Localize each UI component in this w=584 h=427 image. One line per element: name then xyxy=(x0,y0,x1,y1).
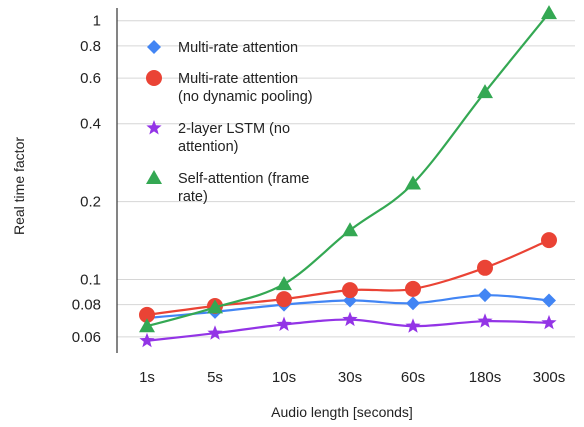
x-tick-label: 30s xyxy=(338,369,362,386)
data-point xyxy=(478,288,492,303)
legend-label: rate) xyxy=(178,189,208,205)
data-point xyxy=(207,299,223,314)
data-point xyxy=(405,280,421,297)
legend-label: Multi-rate attention xyxy=(178,40,298,56)
x-tick-labels: 1s 5s 10s 30s 60s 180s 300s xyxy=(139,369,565,386)
data-point xyxy=(276,316,292,331)
data-point xyxy=(342,222,358,237)
data-point xyxy=(477,84,493,99)
legend-marker xyxy=(147,40,161,54)
x-tick-label: 5s xyxy=(207,369,223,386)
x-tick-label: 1s xyxy=(139,369,155,386)
x-tick-label: 300s xyxy=(533,369,566,386)
data-point xyxy=(541,314,557,330)
legend-label: Multi-rate attention xyxy=(178,71,298,87)
legend-label: Self-attention (frame xyxy=(178,171,309,187)
legend-item: 2-layer LSTM (no attention) xyxy=(146,120,290,155)
data-point xyxy=(207,325,223,340)
legend-label: (no dynamic pooling) xyxy=(178,89,313,105)
y-tick-label: 0.1 xyxy=(80,272,101,289)
y-axis-label: Real time factor xyxy=(11,137,27,235)
data-point xyxy=(139,332,155,348)
y-tick-label: 1 xyxy=(93,13,101,30)
data-point xyxy=(139,318,155,333)
legend-item: Multi-rate attention xyxy=(147,40,298,56)
legend-marker xyxy=(146,170,162,184)
data-point xyxy=(542,293,556,308)
data-point xyxy=(139,306,155,323)
legend-marker xyxy=(146,70,162,86)
data-point xyxy=(406,296,420,311)
y-tick-labels: 0.06 0.08 0.1 0.2 0.4 0.6 0.8 1 xyxy=(72,13,101,346)
legend-label: 2-layer LSTM (no xyxy=(178,121,290,137)
y-tick-label: 0.6 xyxy=(80,70,101,87)
y-tick-label: 0.4 xyxy=(80,116,101,133)
data-point xyxy=(541,232,557,249)
legend-item: Self-attention (frame rate) xyxy=(146,170,309,205)
data-point xyxy=(276,276,292,291)
series-circle xyxy=(139,232,557,323)
data-point xyxy=(405,318,421,333)
data-point xyxy=(342,311,358,327)
series-triangle xyxy=(139,5,557,333)
y-tick-label: 0.8 xyxy=(80,38,101,55)
data-point xyxy=(541,5,557,20)
y-tick-label: 0.08 xyxy=(72,297,101,314)
legend-marker xyxy=(146,120,162,135)
series-lines xyxy=(139,5,557,348)
legend-label: attention) xyxy=(178,139,238,155)
series-star xyxy=(139,311,557,348)
y-tick-label: 0.2 xyxy=(80,194,101,211)
x-tick-label: 60s xyxy=(401,369,425,386)
y-tick-label: 0.06 xyxy=(72,329,101,346)
gridlines xyxy=(117,20,575,338)
data-point xyxy=(477,259,493,276)
legend-item: Multi-rate attention (no dynamic pooling) xyxy=(146,70,313,105)
data-point xyxy=(405,175,421,190)
x-tick-label: 180s xyxy=(469,369,502,386)
data-point xyxy=(342,282,358,299)
data-point xyxy=(276,291,292,308)
data-point xyxy=(477,313,493,328)
x-axis-label: Audio length [seconds] xyxy=(271,404,413,420)
x-tick-label: 10s xyxy=(272,369,296,386)
